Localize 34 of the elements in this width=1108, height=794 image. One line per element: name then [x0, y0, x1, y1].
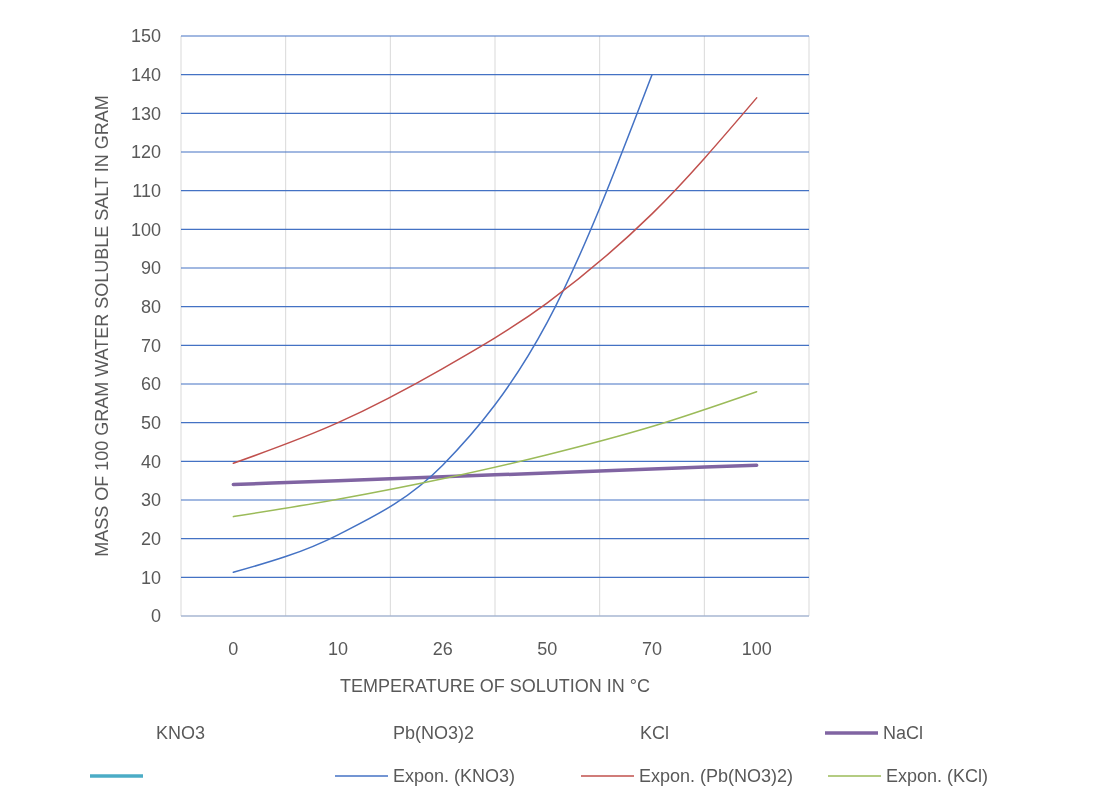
y-tick-label: 140 — [130, 64, 161, 85]
y-tick-label: 50 — [140, 412, 161, 433]
legend-label: Expon. (KCl) — [886, 766, 989, 787]
y-tick-label: 60 — [140, 374, 161, 395]
x-tick-label: 0 — [228, 639, 239, 659]
text: KNO3 — [156, 723, 206, 744]
legend-label: NaCl — [883, 723, 924, 744]
y-tick-label: 80 — [140, 296, 161, 317]
y-tick-label: 90 — [140, 258, 161, 279]
y-tick-label: 20 — [140, 528, 161, 549]
y-tick-label: 70 — [140, 335, 161, 356]
y-tick-label: 30 — [140, 490, 161, 511]
y-tick-label: 100 — [130, 219, 161, 240]
x-tick-label: 26 — [432, 639, 453, 659]
text: Pb(NO3)2 — [393, 723, 475, 744]
line-series — [231, 463, 759, 487]
line-series — [232, 390, 758, 518]
text: KCl — [640, 723, 670, 744]
y-tick-label: 40 — [140, 451, 161, 472]
y-tick-label: 120 — [130, 142, 161, 163]
y-axis-title: MASS OF 100 GRAM WATER SOLUBLE SALT IN GRAM — [92, 95, 112, 557]
x-axis-title: TEMPERATURE OF SOLUTION IN °C — [340, 676, 650, 696]
legend-label: Expon. (Pb(NO3)2) — [639, 766, 794, 787]
x-tick-label: 70 — [641, 639, 663, 659]
x-tick-label: 50 — [537, 639, 558, 659]
y-tick-label: 0 — [150, 606, 161, 627]
y-tick-label: 150 — [130, 26, 161, 47]
legend-label: Expon. (KNO3) — [393, 766, 516, 787]
x-tick-label: 10 — [327, 639, 349, 659]
y-tick-label: 130 — [130, 103, 161, 124]
line-series — [232, 97, 758, 465]
y-tick-label: 10 — [140, 567, 161, 588]
x-tick-label: 100 — [741, 639, 772, 659]
y-tick-label: 110 — [132, 180, 161, 201]
